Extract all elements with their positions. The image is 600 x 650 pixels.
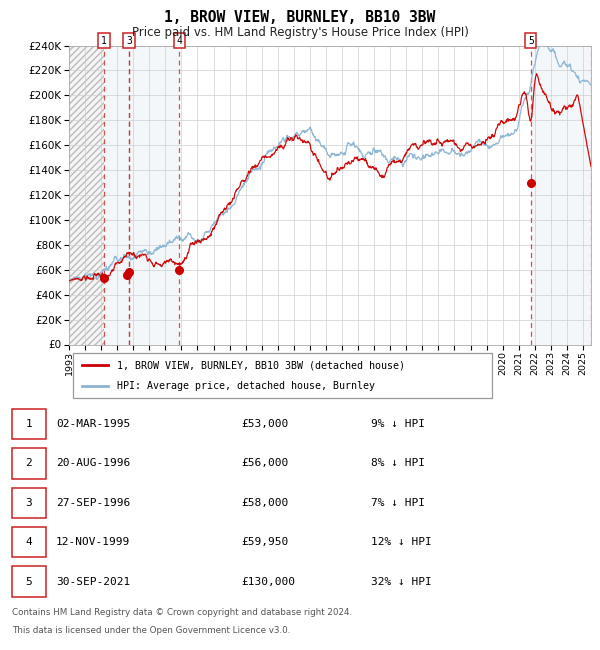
Text: 8% ↓ HPI: 8% ↓ HPI [371, 458, 425, 469]
Text: 1, BROW VIEW, BURNLEY, BB10 3BW: 1, BROW VIEW, BURNLEY, BB10 3BW [164, 10, 436, 25]
Text: 1: 1 [101, 36, 107, 46]
Text: £130,000: £130,000 [241, 577, 295, 586]
Text: 12% ↓ HPI: 12% ↓ HPI [371, 537, 431, 547]
Text: 27-SEP-1996: 27-SEP-1996 [56, 498, 130, 508]
Text: 5: 5 [26, 577, 32, 586]
Text: 1, BROW VIEW, BURNLEY, BB10 3BW (detached house): 1, BROW VIEW, BURNLEY, BB10 3BW (detache… [116, 360, 404, 370]
Text: £56,000: £56,000 [241, 458, 289, 469]
Text: 32% ↓ HPI: 32% ↓ HPI [371, 577, 431, 586]
Text: £58,000: £58,000 [241, 498, 289, 508]
Text: 3: 3 [126, 36, 132, 46]
Text: 5: 5 [528, 36, 534, 46]
FancyBboxPatch shape [12, 566, 46, 597]
FancyBboxPatch shape [12, 448, 46, 478]
Bar [69, 46, 104, 344]
FancyBboxPatch shape [73, 353, 493, 398]
Text: 30-SEP-2021: 30-SEP-2021 [56, 577, 130, 586]
Bar [129, 46, 179, 344]
Text: 9% ↓ HPI: 9% ↓ HPI [371, 419, 425, 429]
Text: 20-AUG-1996: 20-AUG-1996 [56, 458, 130, 469]
Text: HPI: Average price, detached house, Burnley: HPI: Average price, detached house, Burn… [116, 381, 374, 391]
Text: 4: 4 [176, 36, 182, 46]
Bar [531, 46, 591, 344]
Bar [104, 46, 129, 344]
Text: Price paid vs. HM Land Registry's House Price Index (HPI): Price paid vs. HM Land Registry's House … [131, 26, 469, 39]
FancyBboxPatch shape [12, 527, 46, 557]
Text: 7% ↓ HPI: 7% ↓ HPI [371, 498, 425, 508]
FancyBboxPatch shape [12, 409, 46, 439]
Text: 1: 1 [26, 419, 32, 429]
Text: Contains HM Land Registry data © Crown copyright and database right 2024.: Contains HM Land Registry data © Crown c… [12, 608, 352, 617]
Text: 12-NOV-1999: 12-NOV-1999 [56, 537, 130, 547]
Text: £59,950: £59,950 [241, 537, 289, 547]
Text: 4: 4 [26, 537, 32, 547]
FancyBboxPatch shape [12, 488, 46, 518]
Text: £53,000: £53,000 [241, 419, 289, 429]
Text: This data is licensed under the Open Government Licence v3.0.: This data is licensed under the Open Gov… [12, 626, 290, 635]
Text: 02-MAR-1995: 02-MAR-1995 [56, 419, 130, 429]
Text: 3: 3 [26, 498, 32, 508]
Text: 2: 2 [26, 458, 32, 469]
